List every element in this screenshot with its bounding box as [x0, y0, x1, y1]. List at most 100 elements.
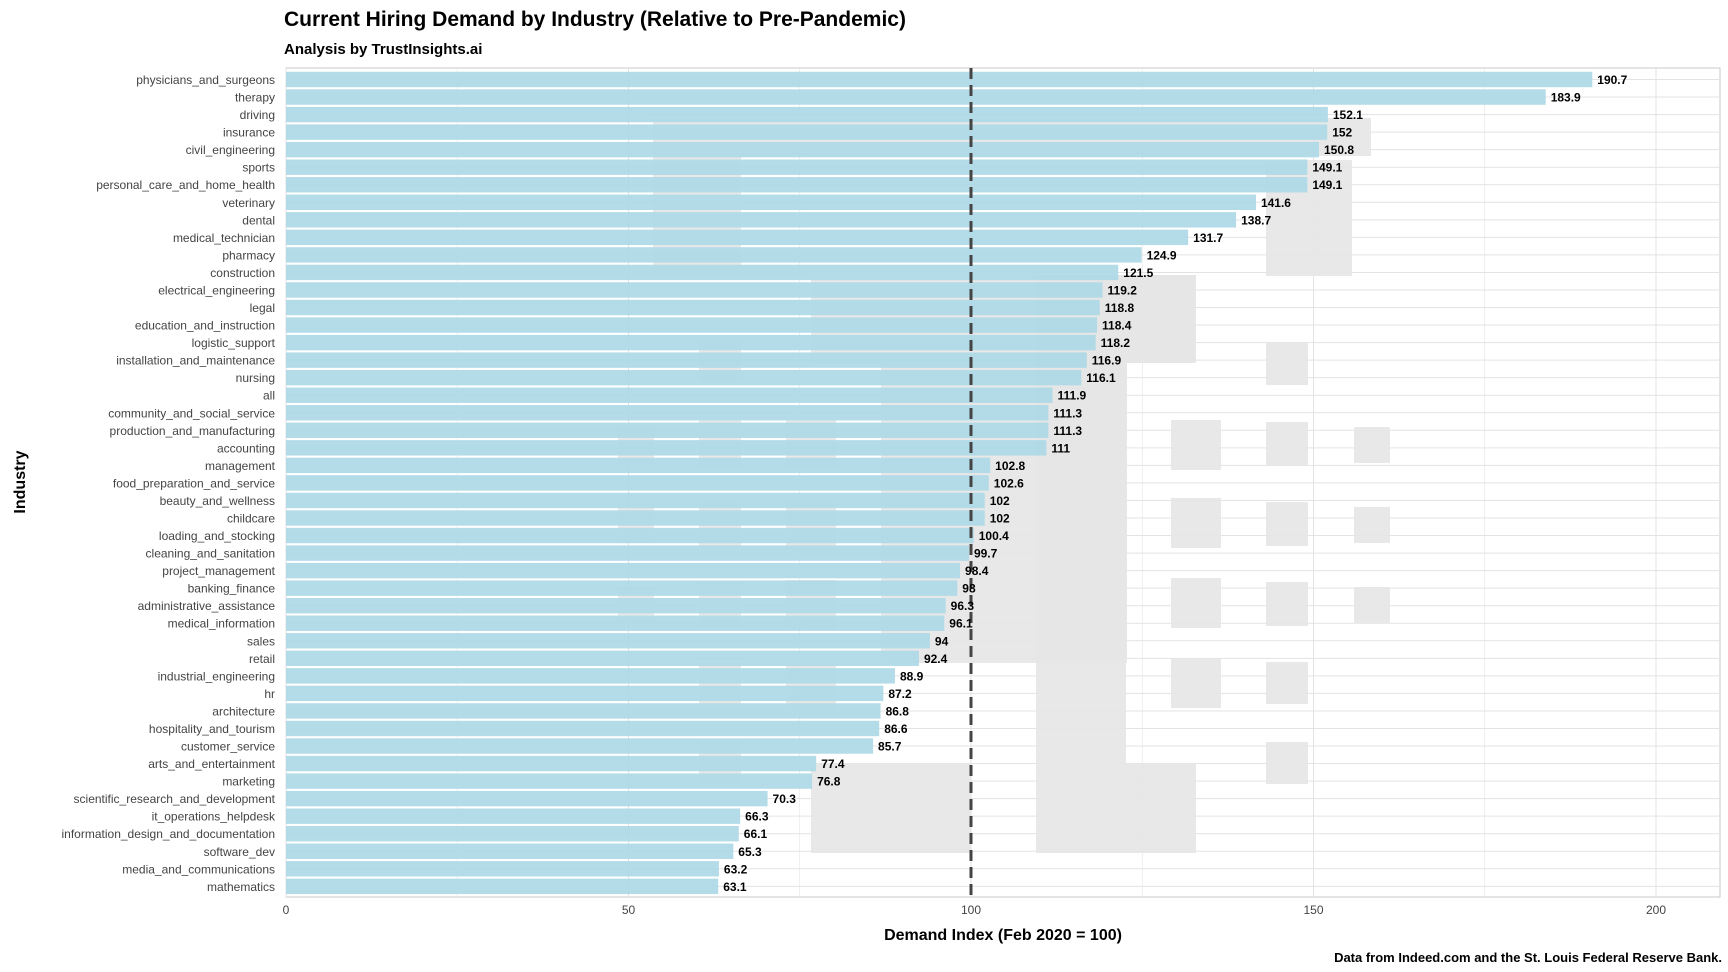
bar	[286, 194, 1256, 210]
y-tick-label: dental	[242, 213, 275, 227]
data-label: 111	[1051, 441, 1070, 455]
data-label: 65.3	[738, 845, 762, 859]
y-tick-label: it_operations_helpdesk	[152, 810, 276, 824]
bar	[286, 580, 958, 596]
data-label: 111.9	[1058, 389, 1087, 403]
bar	[286, 615, 945, 631]
bar	[286, 843, 734, 859]
bar	[286, 141, 1319, 158]
watermark-block	[811, 763, 971, 853]
data-label: 86.6	[884, 722, 908, 736]
y-tick-label: community_and_social_service	[108, 406, 275, 420]
bar	[286, 457, 991, 474]
bar	[286, 159, 1308, 175]
data-label: 138.7	[1241, 213, 1271, 227]
watermark-block	[1354, 587, 1390, 623]
data-label: 119.2	[1108, 283, 1138, 297]
watermark-block	[1171, 420, 1221, 470]
y-tick-label: medical_technician	[173, 231, 275, 245]
bar	[286, 650, 919, 667]
x-tick-labels: 0 50 100 150 200	[283, 903, 1667, 917]
y-tick-label: sales	[247, 634, 275, 648]
bar	[286, 369, 1082, 386]
watermark-block	[1266, 422, 1308, 466]
bar	[286, 527, 974, 544]
y-tick-label: construction	[210, 266, 275, 280]
y-tick-label: cleaning_and_sanitation	[146, 547, 275, 561]
bar	[286, 633, 930, 649]
data-label: 98	[962, 582, 976, 596]
data-label: 152.1	[1333, 108, 1363, 122]
bars	[286, 71, 1593, 895]
data-label: 102	[990, 494, 1010, 508]
caption: Data from Indeed.com and the St. Louis F…	[1334, 950, 1722, 965]
data-label: 111.3	[1053, 424, 1082, 438]
data-label: 86.8	[886, 704, 910, 718]
y-tick-label: media_and_communications	[122, 862, 275, 876]
bar	[286, 212, 1237, 228]
bar	[286, 878, 719, 895]
bar	[286, 89, 1546, 105]
y-tick-label: loading_and_stocking	[159, 529, 275, 543]
watermark-block	[1171, 578, 1221, 628]
bar	[286, 282, 1103, 298]
data-label: 190.7	[1597, 73, 1627, 87]
y-tick-label: administrative_assistance	[138, 599, 276, 613]
watermark-block	[1266, 662, 1308, 704]
data-label: 70.3	[773, 792, 797, 806]
watermark-block	[1171, 658, 1221, 708]
bar	[286, 808, 741, 824]
y-tick-label: information_design_and_documentation	[62, 827, 276, 841]
y-tick-label: hospitality_and_tourism	[149, 722, 275, 736]
bar	[286, 545, 969, 561]
watermark-block	[1126, 763, 1196, 853]
y-tick-label: architecture	[212, 704, 275, 718]
data-label: 111.3	[1053, 406, 1082, 420]
bar	[286, 317, 1098, 333]
y-tick-label: pharmacy	[222, 248, 275, 262]
data-label: 94	[935, 634, 949, 648]
bar	[286, 773, 813, 789]
bar	[286, 71, 1593, 88]
bar	[286, 510, 985, 526]
y-tick-label: retail	[249, 652, 275, 666]
data-label: 118.4	[1102, 319, 1132, 333]
y-tick-label: personal_care_and_home_health	[96, 178, 275, 192]
bar	[286, 755, 817, 772]
chart-subtitle: Analysis by TrustInsights.ai	[284, 41, 482, 58]
data-label: 118.8	[1105, 301, 1135, 315]
watermark-block	[1354, 427, 1390, 463]
bar	[286, 440, 1047, 456]
data-label: 96.3	[951, 599, 975, 613]
data-label: 102	[990, 512, 1010, 526]
y-tick-label: production_and_manufacturing	[110, 424, 275, 438]
data-label: 88.9	[900, 669, 924, 683]
x-tick-label: 100	[961, 903, 981, 917]
chart-title: Current Hiring Demand by Industry (Relat…	[284, 8, 906, 31]
bar	[286, 703, 881, 719]
y-tick-label: arts_and_entertainment	[148, 757, 275, 771]
x-tick-label: 0	[283, 903, 290, 917]
y-tick-label: legal	[250, 301, 275, 315]
data-label: 87.2	[888, 687, 912, 701]
data-label: 98.4	[965, 564, 989, 578]
bar	[286, 405, 1049, 421]
y-tick-label: physicians_and_surgeons	[136, 73, 275, 87]
bar	[286, 124, 1328, 140]
y-tick-label: industrial_engineering	[158, 669, 275, 683]
data-label: 66.3	[745, 810, 769, 824]
data-label: 85.7	[878, 740, 902, 754]
y-tick-label: accounting	[217, 441, 275, 455]
y-tick-label: marketing	[222, 775, 275, 789]
watermark-block	[1036, 363, 1126, 853]
bar	[286, 861, 719, 877]
y-tick-label: education_and_instruction	[135, 319, 275, 333]
bar	[286, 685, 884, 702]
bar	[286, 177, 1308, 193]
y-tick-label: food_preparation_and_service	[113, 476, 275, 490]
data-label: 102.6	[994, 476, 1024, 490]
watermark-block	[786, 660, 836, 710]
data-label: 99.7	[974, 547, 998, 561]
y-tick-label: project_management	[162, 564, 275, 578]
